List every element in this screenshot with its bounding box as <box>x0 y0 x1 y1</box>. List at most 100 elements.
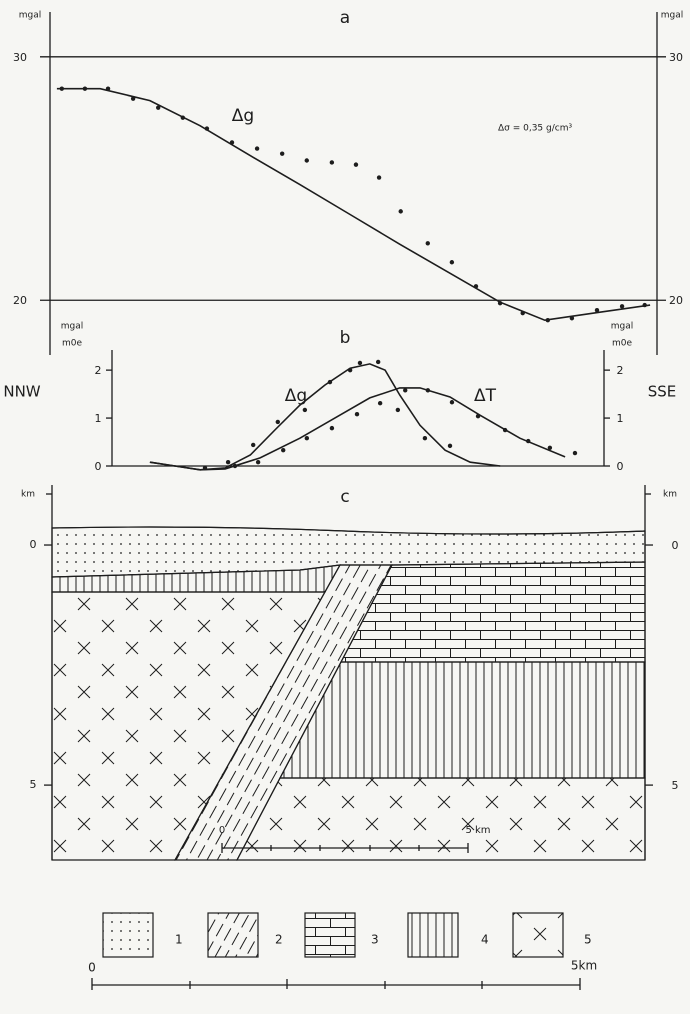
point <box>497 300 503 306</box>
point <box>354 412 360 417</box>
cross-section <box>51 526 646 861</box>
point <box>594 308 600 313</box>
scale-line <box>91 978 581 990</box>
chart-title: c <box>340 487 349 507</box>
point <box>180 115 186 120</box>
direction-label: SSE <box>648 383 677 401</box>
chart-title: a <box>340 8 350 28</box>
y-tick-label: 0 <box>672 539 679 552</box>
legend-swatch <box>102 912 154 958</box>
point <box>251 442 256 448</box>
legend-swatch <box>407 912 459 958</box>
layer-4 <box>279 661 646 779</box>
point <box>204 126 210 131</box>
y-axis-label: mgal <box>661 11 684 21</box>
point <box>329 160 335 165</box>
point <box>473 284 479 289</box>
point <box>422 435 428 441</box>
y-tick-label: 30 <box>13 51 27 64</box>
point <box>105 86 111 91</box>
point <box>347 367 353 373</box>
y-tick-label: 2 <box>617 364 624 377</box>
y-tick-label: 0 <box>617 460 624 473</box>
point <box>232 463 238 469</box>
legend-label: 3 <box>371 933 379 947</box>
point <box>327 379 333 385</box>
point <box>357 360 363 366</box>
y-tick-label: 1 <box>95 412 102 425</box>
point <box>502 427 508 433</box>
legend-label: 1 <box>175 933 183 947</box>
y-axis-label: mgal <box>19 11 42 21</box>
point <box>254 146 260 151</box>
point <box>526 438 531 444</box>
y-axis-label: km <box>21 490 35 500</box>
y-axis-label: mgal <box>61 322 84 332</box>
point <box>642 302 647 308</box>
y-tick-label: 5 <box>672 779 679 792</box>
layer-3 <box>340 561 646 663</box>
series-label: Δg <box>285 386 307 406</box>
point <box>225 459 231 465</box>
point <box>376 175 382 180</box>
y-axis-label: m0e <box>62 339 82 349</box>
point <box>82 86 88 91</box>
chart-title: b <box>340 328 351 348</box>
point <box>304 435 310 441</box>
legend-swatch <box>207 912 259 958</box>
point <box>329 425 335 431</box>
scale-end: 5 km <box>465 825 490 836</box>
point <box>449 400 455 405</box>
point <box>130 96 136 101</box>
point <box>395 407 401 413</box>
curve <box>149 387 566 471</box>
legend-label: 2 <box>275 933 283 947</box>
point <box>547 445 553 450</box>
y-tick-label: 2 <box>95 364 102 377</box>
point <box>572 450 578 456</box>
y-axis-label: mgal <box>611 322 634 332</box>
series-label: ΔT <box>474 386 497 406</box>
y-tick-label: 30 <box>669 51 683 64</box>
y-tick-label: 5 <box>30 778 37 791</box>
point <box>156 105 161 110</box>
scale-start: 0 <box>219 825 225 836</box>
point <box>569 316 575 321</box>
point <box>375 359 381 365</box>
scale-end: 5km <box>571 959 597 973</box>
point <box>281 447 286 453</box>
point <box>398 209 403 214</box>
point <box>275 419 281 425</box>
legend: 1 2 3 4 5 <box>102 912 592 958</box>
point <box>59 86 65 91</box>
point <box>377 401 383 406</box>
y-tick-label: 0 <box>95 460 102 473</box>
legend-swatch <box>304 912 356 958</box>
y-axis-label: km <box>663 490 677 500</box>
point <box>447 443 453 449</box>
annotation: Δσ = 0,35 g/cm³ <box>498 124 572 134</box>
point <box>304 158 309 163</box>
curve <box>149 363 501 471</box>
y-tick-label: 20 <box>669 294 683 307</box>
point <box>425 388 431 393</box>
legend-label: 5 <box>584 933 592 947</box>
point <box>520 310 525 316</box>
point <box>229 140 235 145</box>
series-label: Δg <box>232 106 254 126</box>
point <box>403 388 408 393</box>
point <box>353 162 359 167</box>
legend-swatch <box>512 912 564 958</box>
point <box>545 317 550 323</box>
direction-label: NNW <box>3 383 40 401</box>
y-tick-label: 1 <box>617 412 624 425</box>
scale-bar: 0 5 km <box>219 825 491 853</box>
point <box>255 459 261 465</box>
y-axis-label: m0e <box>612 339 632 349</box>
y-tick-label: 0 <box>30 538 37 551</box>
legend-label: 4 <box>481 933 489 947</box>
surface <box>51 526 646 535</box>
point <box>449 260 455 265</box>
scale-bar: 0 5km <box>88 959 597 990</box>
